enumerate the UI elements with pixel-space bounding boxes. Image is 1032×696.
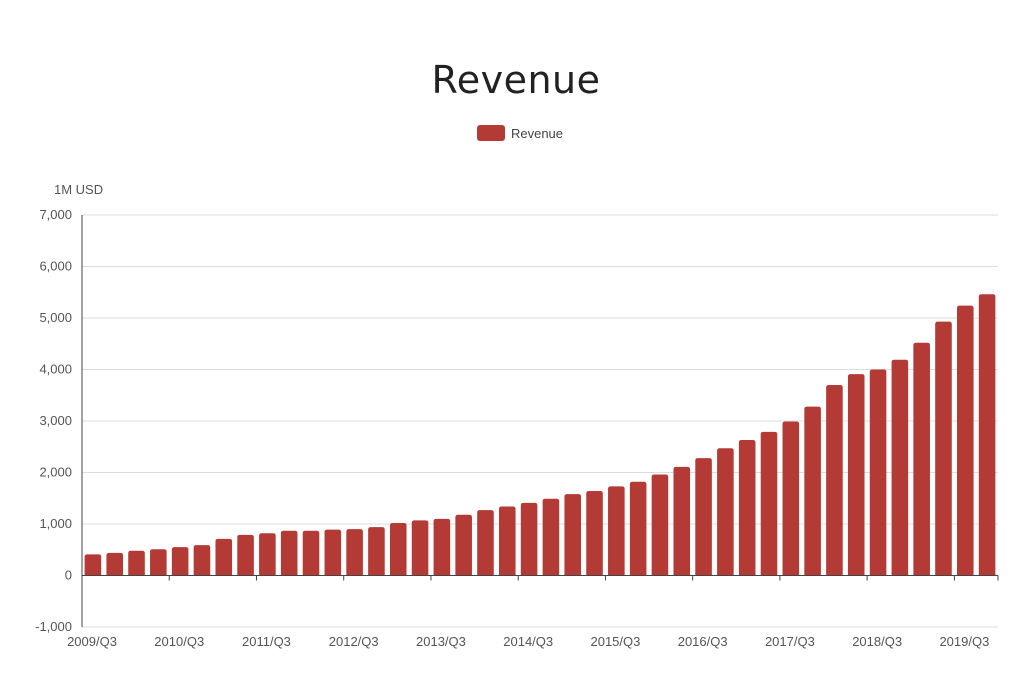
bar[interactable] (84, 554, 102, 576)
bar[interactable] (259, 533, 276, 576)
bar[interactable] (804, 406, 821, 576)
chart-title: Revenue (431, 58, 601, 102)
bar[interactable] (520, 502, 538, 576)
bar[interactable] (171, 547, 189, 576)
bar[interactable] (738, 440, 756, 576)
y-tick-label: 2,000 (39, 465, 72, 480)
bar[interactable] (215, 538, 233, 576)
bar[interactable] (869, 369, 887, 576)
x-tick-label: 2016/Q3 (678, 634, 728, 649)
bar[interactable] (956, 305, 974, 576)
x-tick-label: 2009/Q3 (67, 634, 117, 649)
x-tick-label: 2018/Q3 (852, 634, 902, 649)
bar[interactable] (455, 514, 472, 576)
x-tick-label: 2015/Q3 (590, 634, 640, 649)
x-tick-label: 2010/Q3 (154, 634, 204, 649)
bar[interactable] (826, 384, 843, 576)
bar[interactable] (717, 448, 734, 576)
bar[interactable] (978, 294, 996, 576)
bar[interactable] (368, 527, 385, 576)
bar[interactable] (782, 421, 800, 576)
bar[interactable] (498, 506, 516, 576)
y-tick-label: 3,000 (39, 413, 72, 428)
y-tick-label: 5,000 (39, 310, 72, 325)
x-tick-label: 2019/Q3 (939, 634, 989, 649)
y-axis-label: 1M USD (54, 182, 103, 197)
bar[interactable] (542, 498, 560, 576)
bar[interactable] (433, 518, 451, 576)
legend-label[interactable]: Revenue (510, 125, 564, 141)
bar[interactable] (847, 374, 865, 576)
bar[interactable] (324, 529, 342, 576)
y-tick-label: 0 (65, 568, 72, 583)
bar[interactable] (389, 522, 407, 576)
x-tick-label: 2014/Q3 (503, 634, 553, 649)
bar[interactable] (237, 534, 254, 576)
y-tick-label: 1,000 (39, 516, 72, 531)
x-tick-label: 2017/Q3 (765, 634, 815, 649)
bar[interactable] (346, 529, 363, 576)
bar[interactable] (608, 486, 625, 576)
legend[interactable]: Revenue (4, 125, 1032, 141)
bar[interactable] (106, 552, 124, 576)
y-tick-label: -1,000 (35, 619, 72, 634)
bar[interactable] (302, 530, 320, 576)
bar[interactable] (564, 494, 582, 576)
bar[interactable] (150, 549, 167, 576)
bar[interactable] (128, 550, 145, 576)
y-tick-label: 6,000 (39, 259, 72, 274)
bar[interactable] (913, 342, 930, 576)
y-tick-label: 7,000 (39, 207, 72, 222)
x-tick-label: 2013/Q3 (416, 634, 466, 649)
bar[interactable] (673, 466, 691, 576)
y-tick-label: 4,000 (39, 362, 72, 377)
x-tick-label: 2012/Q3 (329, 634, 379, 649)
bar[interactable] (411, 520, 429, 576)
bar[interactable] (935, 321, 952, 576)
bar[interactable] (760, 431, 778, 576)
bar[interactable] (695, 458, 712, 576)
legend-swatch[interactable] (476, 125, 505, 141)
bar[interactable] (586, 491, 603, 576)
bar[interactable] (477, 510, 494, 576)
bar[interactable] (651, 474, 669, 576)
bar[interactable] (891, 359, 909, 576)
bar[interactable] (629, 481, 647, 576)
x-tick-label: 2011/Q3 (242, 634, 291, 649)
bar[interactable] (280, 530, 298, 576)
bar[interactable] (193, 545, 211, 576)
